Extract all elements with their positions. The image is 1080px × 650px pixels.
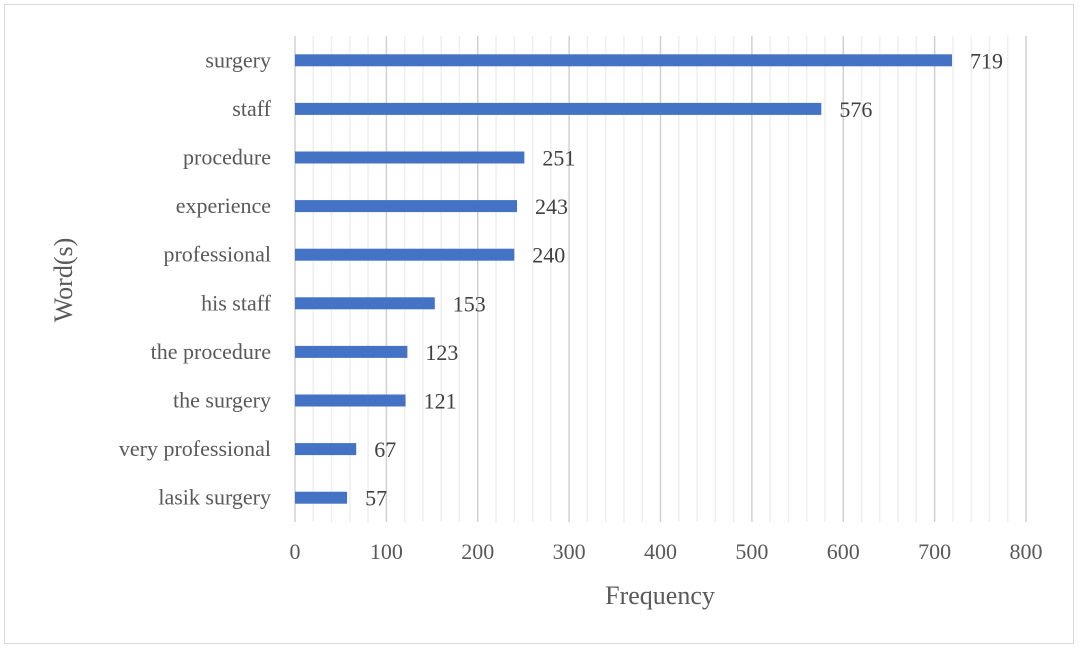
gridlines bbox=[294, 36, 1027, 522]
category-label: lasik surgery bbox=[158, 485, 271, 510]
bar bbox=[295, 394, 406, 407]
value-labels: 719 576 251 243 240 153 123 121 67 57 bbox=[365, 48, 1003, 510]
bar bbox=[295, 248, 515, 261]
bar bbox=[295, 151, 525, 164]
x-axis-title: Frequency bbox=[605, 581, 715, 610]
value-label: 67 bbox=[374, 437, 396, 462]
value-label: 153 bbox=[453, 291, 486, 316]
x-tick-label: 500 bbox=[735, 539, 768, 564]
category-label: the procedure bbox=[151, 339, 271, 364]
value-label: 243 bbox=[535, 194, 568, 219]
x-tick-label: 200 bbox=[461, 539, 494, 564]
category-label: very professional bbox=[119, 436, 271, 461]
bar bbox=[295, 102, 822, 115]
x-tick-label: 400 bbox=[644, 539, 677, 564]
value-label: 240 bbox=[532, 243, 565, 268]
x-tick-label: 300 bbox=[553, 539, 586, 564]
value-label: 576 bbox=[839, 97, 872, 122]
category-label: surgery bbox=[205, 47, 271, 72]
y-axis-title: Word(s) bbox=[49, 238, 78, 323]
category-labels: surgery staff procedure experience professio… bbox=[119, 47, 272, 509]
x-tick-label: 700 bbox=[918, 539, 951, 564]
x-tick-label: 100 bbox=[370, 539, 403, 564]
category-label: procedure bbox=[183, 145, 271, 170]
x-tick-label: 600 bbox=[827, 539, 860, 564]
x-tick-label: 0 bbox=[290, 539, 301, 564]
value-label: 121 bbox=[424, 389, 457, 414]
x-tick-labels: 0 100 200 300 400 500 600 700 800 bbox=[290, 539, 1043, 564]
bar bbox=[295, 443, 357, 456]
x-tick-label: 800 bbox=[1010, 539, 1043, 564]
bars bbox=[295, 54, 952, 504]
category-label: staff bbox=[232, 96, 271, 121]
category-label: his staff bbox=[201, 290, 272, 315]
value-label: 57 bbox=[365, 486, 387, 511]
bar bbox=[295, 297, 435, 310]
category-label: experience bbox=[176, 193, 271, 218]
category-label: the surgery bbox=[173, 388, 271, 413]
category-label: professional bbox=[163, 242, 271, 267]
bar bbox=[295, 491, 348, 504]
value-label: 719 bbox=[970, 48, 1003, 73]
value-label: 123 bbox=[425, 340, 458, 365]
bar bbox=[295, 345, 408, 358]
bar bbox=[295, 200, 518, 213]
bar bbox=[295, 54, 952, 67]
value-label: 251 bbox=[542, 146, 575, 171]
